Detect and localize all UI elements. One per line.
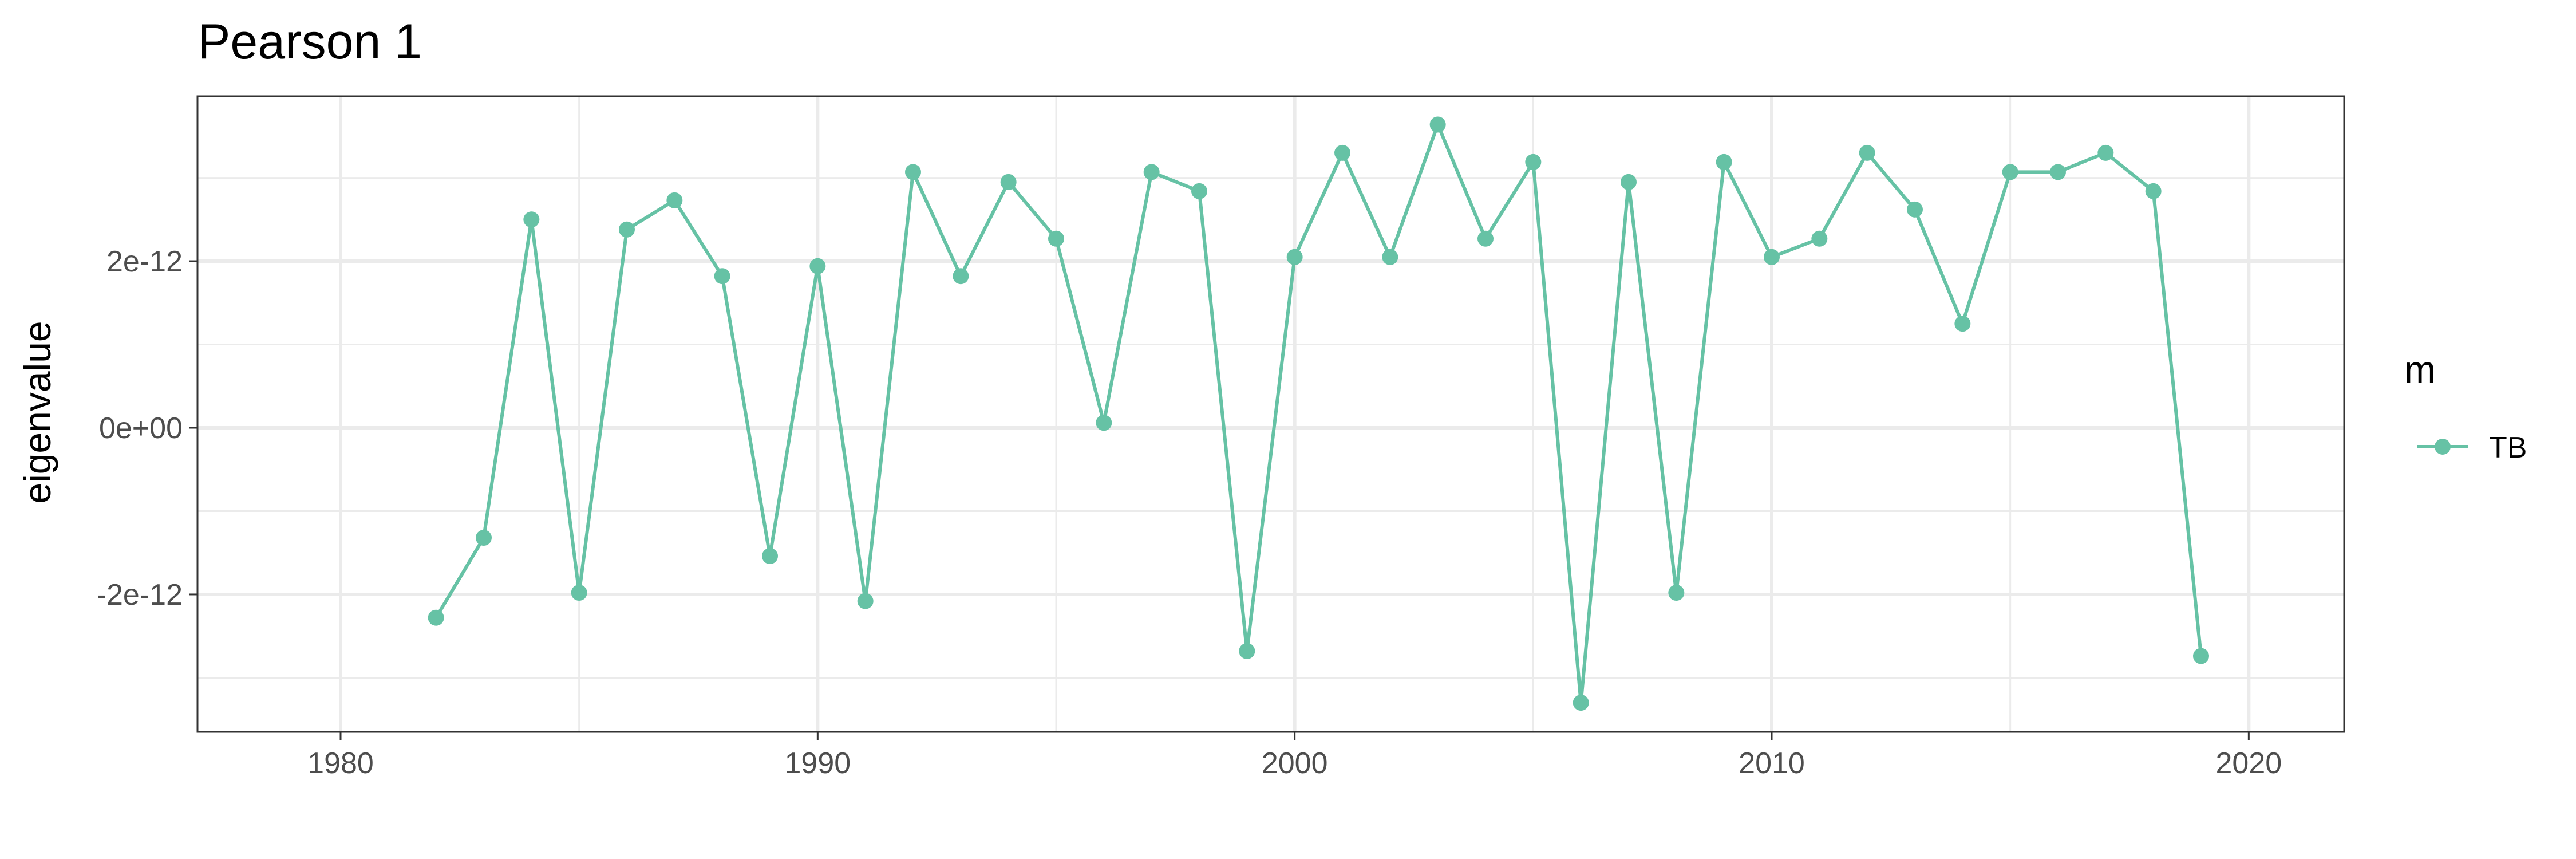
data-point [1048,230,1064,247]
data-point [1000,174,1017,190]
data-point [1429,116,1446,133]
data-point [523,211,540,228]
data-point [1096,415,1112,431]
x-tick-label: 2000 [1262,747,1328,780]
data-point [1764,249,1780,265]
x-tick-label: 1980 [307,747,374,780]
data-point [2002,164,2018,180]
data-point [1286,249,1303,265]
legend-label: TB [2489,431,2527,464]
panel-border [196,95,2345,733]
y-tick-label: 0e+00 [99,412,183,445]
data-point [1907,201,1923,218]
data-point [1143,164,1160,180]
data-point [428,609,444,626]
data-point [571,585,587,601]
legend: m TB [2404,348,2527,464]
data-point [1334,144,1350,161]
data-point [857,593,874,609]
data-point [1239,643,1255,659]
data-point [1382,249,1398,265]
data-point [1954,316,1971,332]
data-point [619,221,635,238]
data-point [1668,585,1685,601]
data-point [714,268,730,285]
axes: 1980 1990 2000 2010 2020 -2e-12 0e+00 2e-12 [97,95,2345,780]
data-point [1525,153,1542,170]
data-point [1621,174,1637,190]
data-point [2193,648,2209,664]
chart-title: Pearson 1 [197,14,422,69]
data-point [2050,164,2066,180]
x-tick-label: 2020 [2215,747,2282,780]
data-point [666,192,683,208]
data-point [1191,183,1207,199]
x-tick-label: 1990 [784,747,851,780]
data-point [2097,144,2114,161]
series-layer [428,116,2209,711]
y-axis-title: eigenvalue [16,321,58,503]
legend-key-point [2435,439,2451,455]
plot-panel [197,96,2344,732]
x-tick-label: 2010 [1739,747,1805,780]
data-point [2145,183,2162,199]
data-point [953,268,969,285]
data-point [905,164,921,180]
data-point [1811,230,1828,247]
y-tick-label: 2e-12 [106,245,183,278]
series-line-tb [434,123,2203,705]
data-point [1859,144,1875,161]
data-point [762,548,778,565]
data-point [809,258,826,274]
data-point [1573,695,1589,711]
data-point [476,530,492,546]
data-point [1716,153,1732,170]
grid [197,96,2344,732]
y-tick-label: -2e-12 [97,578,183,612]
data-point [1477,230,1494,247]
legend-title: m [2404,348,2436,391]
